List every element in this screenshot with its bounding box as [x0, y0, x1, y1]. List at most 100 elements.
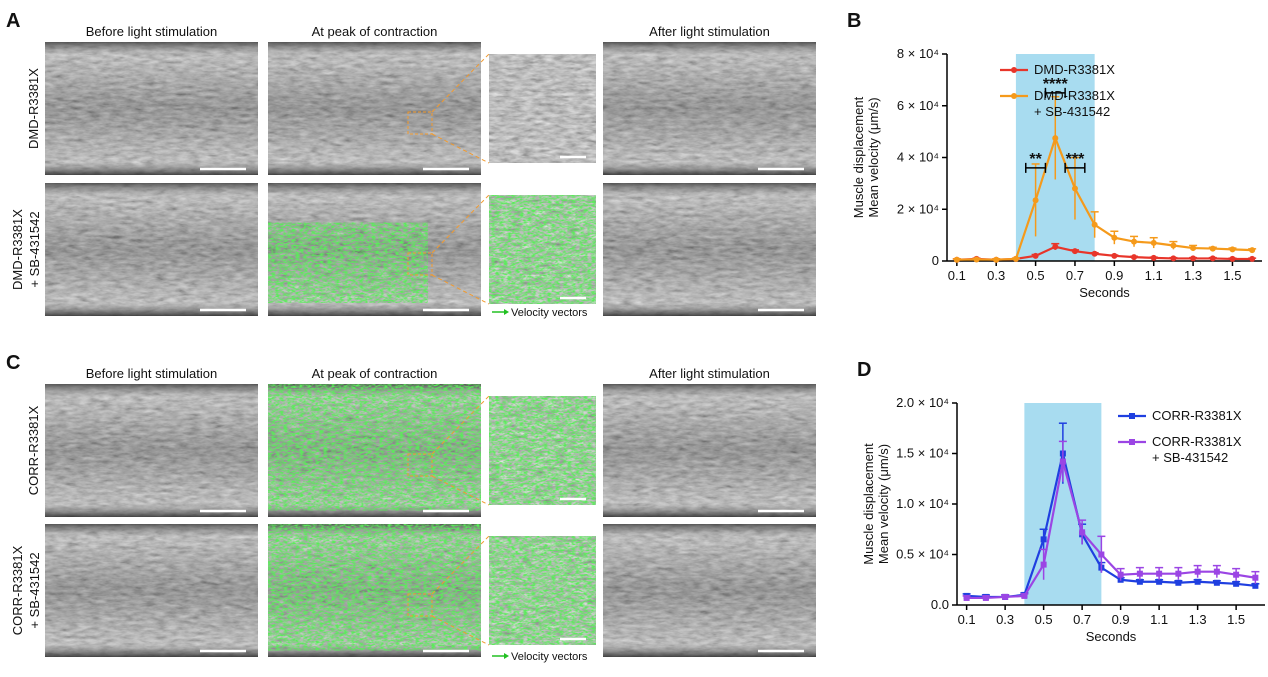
marker — [1091, 221, 1098, 228]
x-tick-label: 1.1 — [1145, 268, 1163, 283]
y-axis-title: Mean velocity (μm/s) — [876, 444, 891, 564]
marker — [1194, 568, 1201, 575]
y-axis-title: Muscle displacement — [861, 443, 876, 565]
column-header: Before light stimulation — [86, 24, 218, 39]
y-axis-title: Muscle displacement — [851, 96, 866, 218]
panel-letter: A — [6, 10, 20, 32]
zoom-line — [431, 615, 490, 646]
legend-marker — [1129, 439, 1135, 445]
marker — [1233, 571, 1240, 578]
marker — [1252, 574, 1259, 581]
x-tick-label: 1.3 — [1184, 268, 1202, 283]
legend-item: DMD-R3381X + SB-431542 — [1034, 88, 1115, 119]
marker — [953, 256, 960, 263]
velocity-overlay — [489, 396, 596, 505]
zoom-box — [407, 111, 433, 135]
row-label: CORR-R3381X — [10, 545, 25, 635]
x-tick-label: 1.5 — [1223, 268, 1241, 283]
y-tick-label: 0 — [932, 253, 939, 268]
micrograph — [603, 183, 816, 316]
zoom-line — [431, 274, 490, 305]
series-line — [956, 134, 1253, 261]
micrograph — [489, 536, 596, 645]
marker — [1136, 578, 1143, 585]
channel-shading — [45, 183, 258, 316]
marker — [1170, 255, 1177, 262]
significance-label: ** — [1029, 151, 1042, 168]
legend-label: DMD-R3381X — [1034, 62, 1115, 77]
marker — [1190, 255, 1197, 262]
marker — [1091, 250, 1098, 257]
micrograph — [603, 42, 816, 175]
micrograph — [268, 183, 481, 316]
legend-item: CORR-R3381X + SB-431542 — [1152, 434, 1242, 465]
channel-shading — [603, 384, 816, 517]
marker — [1190, 245, 1197, 252]
legend-item: DMD-R3381X — [1034, 62, 1115, 77]
channel-shading — [45, 524, 258, 657]
row-label: CORR-R3381X — [26, 405, 41, 495]
series-line — [966, 461, 1256, 600]
channel-shading — [45, 384, 258, 517]
column-header: At peak of contraction — [312, 366, 438, 381]
marker — [1252, 582, 1259, 589]
micrograph — [489, 195, 596, 304]
marker — [1071, 248, 1078, 255]
x-tick-label: 0.9 — [1112, 612, 1130, 627]
marker — [1213, 579, 1220, 586]
significance-label: *** — [1066, 151, 1085, 168]
marker — [1170, 242, 1177, 249]
y-tick-label: 1.0 × 10⁴ — [896, 496, 949, 511]
marker — [1156, 570, 1163, 577]
marker — [1079, 529, 1086, 536]
marker — [1040, 536, 1047, 543]
marker — [1150, 254, 1157, 261]
channel-shading — [603, 524, 816, 657]
x-tick-label: 0.7 — [1073, 612, 1091, 627]
y-tick-label: 0.5 × 10⁴ — [896, 547, 949, 562]
micrograph — [268, 524, 481, 657]
micrograph — [45, 524, 258, 657]
marker — [1021, 592, 1028, 599]
marker — [982, 594, 989, 601]
panel-letter: D — [857, 359, 871, 381]
panel-letter: B — [847, 10, 861, 32]
panel-letter: C — [6, 352, 20, 374]
velocity-overlay — [489, 195, 596, 304]
micrograph — [603, 524, 816, 657]
x-tick-label: 0.1 — [948, 268, 966, 283]
micrograph — [45, 384, 258, 517]
velocity-overlay — [268, 524, 481, 651]
marker — [1052, 243, 1059, 250]
channel-shading — [268, 42, 481, 175]
column-header: After light stimulation — [649, 366, 770, 381]
legend-arrowhead — [504, 309, 509, 315]
row-label: DMD-R3381X — [26, 68, 41, 149]
marker — [1213, 568, 1220, 575]
y-tick-label: 6 × 10⁴ — [897, 98, 939, 113]
series-line — [966, 453, 1256, 599]
y-axis-title: Mean velocity (μm/s) — [866, 97, 881, 217]
marker — [1150, 239, 1157, 246]
marker — [1136, 570, 1143, 577]
row-label: DMD-R3381X — [10, 209, 25, 290]
legend-label: CORR-R3381X + SB-431542 — [1152, 434, 1242, 465]
marker — [1249, 247, 1256, 254]
x-tick-label: 0.7 — [1066, 268, 1084, 283]
image-texture — [489, 54, 596, 163]
legend-arrowhead — [504, 653, 509, 659]
micrograph — [268, 384, 481, 517]
marker — [1249, 255, 1256, 262]
channel-shading — [45, 42, 258, 175]
x-tick-label: 1.3 — [1189, 612, 1207, 627]
zoom-box — [407, 252, 433, 276]
zoom-box — [407, 593, 433, 617]
channel-shading — [603, 42, 816, 175]
channel-shading — [603, 183, 816, 316]
marker — [1131, 254, 1138, 261]
marker — [1209, 255, 1216, 262]
x-tick-label: 1.1 — [1150, 612, 1168, 627]
marker — [1111, 234, 1118, 241]
x-tick-label: 0.1 — [958, 612, 976, 627]
